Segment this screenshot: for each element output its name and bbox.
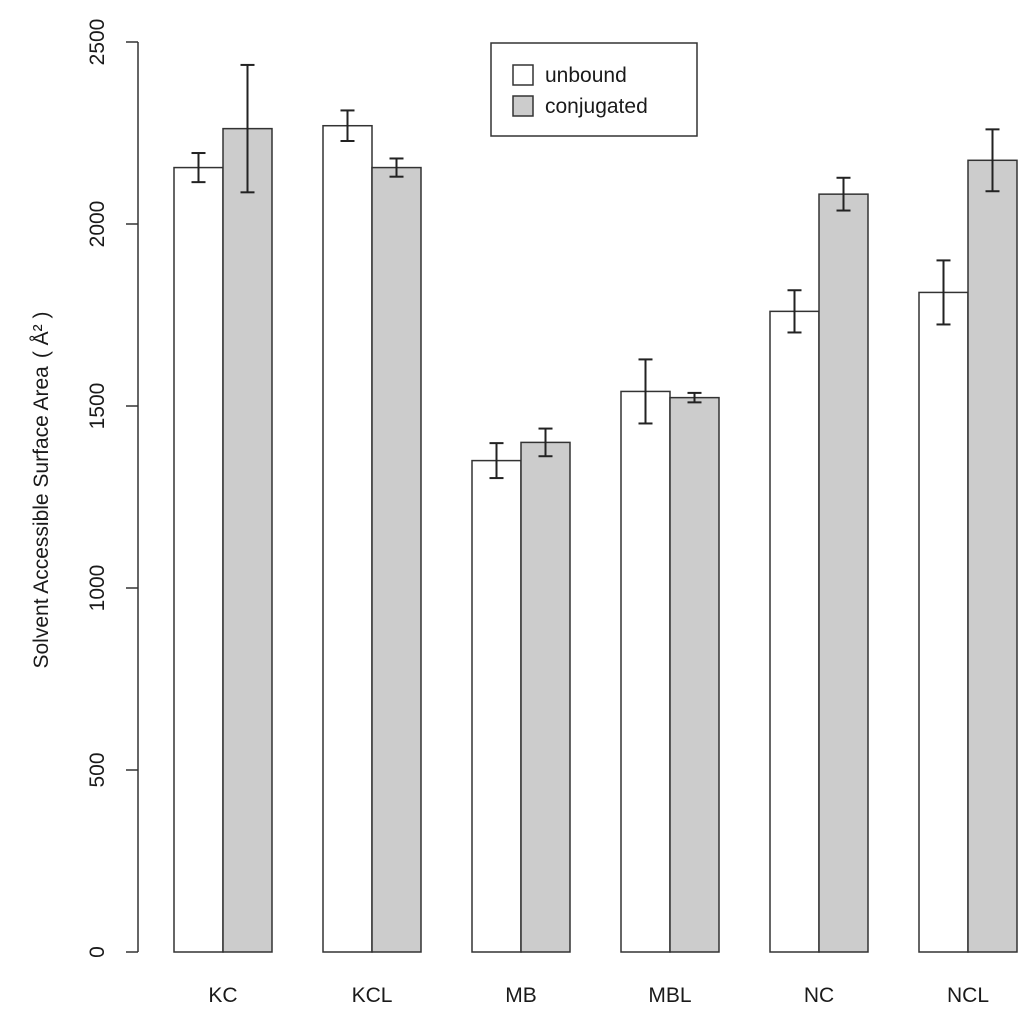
legend-swatch-unbound bbox=[512, 64, 534, 86]
error-bar-mb-conjugated bbox=[538, 427, 553, 458]
bar-kc-conjugated bbox=[222, 127, 273, 953]
error-bar-mbl-unbound bbox=[638, 358, 653, 425]
bar-group bbox=[173, 124, 1018, 953]
error-bar-kc-conjugated bbox=[240, 63, 255, 194]
error-bar-group bbox=[191, 63, 1000, 480]
bar-ncl-conjugated bbox=[967, 159, 1018, 953]
legend: unbound conjugated bbox=[490, 42, 698, 137]
legend-swatch-conjugated bbox=[512, 95, 534, 117]
x-tick-label: MB bbox=[505, 984, 537, 1007]
bar-kc-unbound bbox=[173, 166, 224, 953]
error-bar-nc-conjugated bbox=[836, 176, 851, 212]
bar-kcl-unbound bbox=[322, 124, 373, 953]
error-bar-kcl-unbound bbox=[340, 109, 355, 143]
x-tick-label: NC bbox=[804, 984, 834, 1007]
y-tick-label: 1000 bbox=[86, 565, 109, 612]
error-bar-ncl-conjugated bbox=[985, 128, 1000, 193]
y-tick-label: 500 bbox=[86, 752, 109, 787]
bar-mbl-unbound bbox=[620, 390, 671, 953]
error-bar-mb-unbound bbox=[489, 442, 504, 480]
bar-mb-conjugated bbox=[520, 441, 571, 953]
error-bar-kc-unbound bbox=[191, 152, 206, 184]
legend-box bbox=[490, 42, 698, 137]
error-bar-kcl-conjugated bbox=[389, 157, 404, 178]
error-bar-nc-unbound bbox=[787, 289, 802, 334]
x-axis-labels: KC KCL MB MBL NC NCL bbox=[208, 984, 989, 1007]
bar-mb-unbound bbox=[471, 459, 522, 953]
x-tick-label: MBL bbox=[648, 984, 691, 1007]
x-tick-label: NCL bbox=[947, 984, 989, 1007]
bar-mbl-conjugated bbox=[669, 396, 720, 953]
error-bar-mbl-conjugated bbox=[687, 391, 702, 404]
y-tick-label: 2500 bbox=[86, 19, 109, 66]
y-axis: 0 500 1000 1500 2000 2500 bbox=[86, 19, 139, 958]
y-tick-label: 2000 bbox=[86, 201, 109, 248]
bar-ncl-unbound bbox=[918, 291, 969, 953]
y-tick-label: 0 bbox=[86, 946, 109, 958]
x-tick-label: KC bbox=[208, 984, 237, 1007]
legend-label-conjugated: conjugated bbox=[545, 95, 648, 118]
y-tick-label: 1500 bbox=[86, 383, 109, 430]
legend-label-unbound: unbound bbox=[545, 64, 627, 87]
x-tick-label: KCL bbox=[352, 984, 393, 1007]
y-axis-label: Solvent Accessible Surface Area( Å² ) bbox=[30, 312, 53, 669]
bar-kcl-conjugated bbox=[371, 166, 422, 953]
error-bar-ncl-unbound bbox=[936, 259, 951, 326]
bar-nc-unbound bbox=[769, 310, 820, 953]
bar-nc-conjugated bbox=[818, 193, 869, 953]
